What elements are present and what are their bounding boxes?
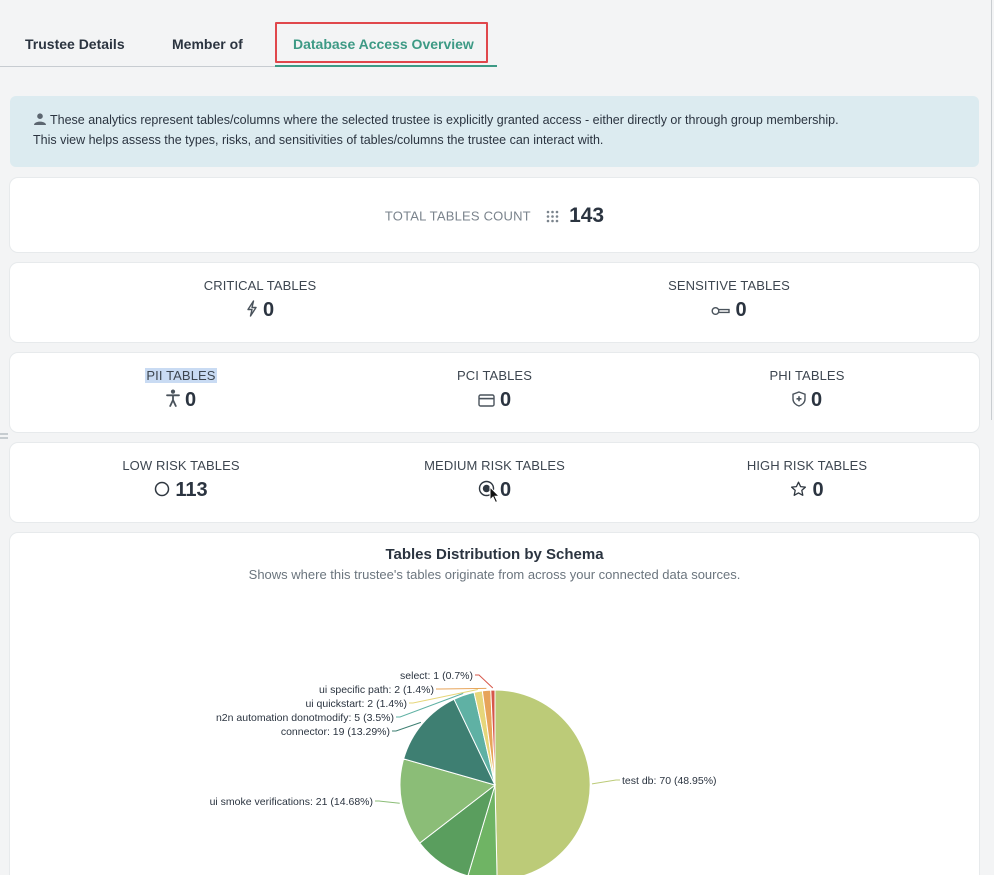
- phi-tables-label: PHI TABLES: [769, 368, 845, 383]
- highlight-box: [275, 22, 488, 63]
- pii-tables-stat: PII TABLES 0: [10, 353, 352, 432]
- high-risk-tables-label: HIGH RISK TABLES: [746, 458, 868, 473]
- key-icon: [711, 307, 731, 315]
- user-icon: [34, 113, 46, 125]
- phi-tables-stat: PHI TABLES 0: [647, 353, 967, 432]
- high-risk-tables-value: 0: [812, 479, 824, 502]
- pii-tables-value: 0: [184, 389, 197, 412]
- total-tables-value: 143: [569, 204, 605, 227]
- star-icon: [791, 481, 807, 496]
- tab-divider: [0, 66, 275, 67]
- pie-data-label: select: 1 (0.7%): [400, 670, 473, 682]
- high-risk-tables-stat: HIGH RISK TABLES 0: [647, 443, 967, 522]
- sensitive-tables-value: 0: [735, 299, 747, 322]
- chart-subtitle: Shows where this trustee's tables origin…: [248, 567, 741, 582]
- pie-data-label: ui specific path: 2 (1.4%): [319, 684, 434, 696]
- pie-chart: test db: 70 (48.95%) ui smoke verificatio…: [210, 670, 717, 875]
- pie-data-label: ui quickstart: 2 (1.4%): [305, 698, 407, 710]
- pie-slice-connector[interactable]: [403, 698, 496, 786]
- critical-tables-stat: CRITICAL TABLES 0: [10, 263, 510, 342]
- tab-member-of[interactable]: Member of: [172, 36, 243, 52]
- label-leader-line: [475, 674, 494, 689]
- pie-data-label: ui smoke verifications: 21 (14.68%): [210, 796, 373, 808]
- pie-data-label: connector: 19 (13.29%): [281, 726, 390, 738]
- banner-line-2: This view helps assess the types, risks,…: [33, 133, 604, 147]
- label-leader-line: [436, 687, 487, 690]
- chart-title: Tables Distribution by Schema: [385, 546, 604, 563]
- tab-database-access-overview[interactable]: Database Access Overview: [293, 36, 474, 52]
- critical-tables-value: 0: [262, 299, 275, 322]
- medium-risk-tables-value: 0: [499, 479, 512, 502]
- panel-edge: [991, 0, 992, 420]
- low-risk-tables-stat: LOW RISK TABLES 113: [10, 443, 352, 522]
- label-leader-line: [409, 689, 478, 704]
- tab-active-indicator: [275, 65, 497, 67]
- critical-tables-label: CRITICAL TABLES: [203, 278, 317, 293]
- low-risk-tables-value: 113: [175, 479, 208, 502]
- shield-icon: [792, 391, 806, 407]
- info-banner: These analytics represent tables/columns…: [10, 96, 979, 167]
- target-icon: [478, 480, 495, 497]
- pie-slice-ui-smoke-verifications[interactable]: [399, 758, 497, 844]
- criticality-card: CRITICAL TABLES 0 SENSITIVE TABLES 0: [10, 263, 979, 342]
- pie-data-label: test db: 70 (48.95%): [622, 775, 717, 787]
- pie-slice-select[interactable]: [490, 689, 496, 786]
- compliance-card: PII TABLES 0 PCI TABLES 0 PHI TABLES 0: [10, 353, 979, 432]
- label-leader-line: [392, 721, 422, 732]
- total-tables-label: TOTAL TABLES COUNT: [384, 208, 531, 224]
- medium-risk-tables-stat: MEDIUM RISK TABLES 0: [342, 443, 647, 522]
- pci-tables-label: PCI TABLES: [457, 368, 532, 383]
- risk-card: LOW RISK TABLES 113 MEDIUM RISK TABLES 0…: [10, 443, 979, 522]
- schema-distribution-card: Tables Distribution by Schema Shows wher…: [10, 533, 979, 875]
- person-icon: [166, 389, 180, 407]
- bolt-icon: [247, 300, 257, 317]
- phi-tables-value: 0: [810, 389, 823, 412]
- total-tables-card: TOTAL TABLES COUNT 143: [10, 178, 979, 252]
- grid-icon: [547, 210, 559, 222]
- pci-tables-stat: PCI TABLES 0: [342, 353, 647, 432]
- sensitive-tables-label: SENSITIVE TABLES: [668, 278, 790, 293]
- label-leader-line: [375, 800, 400, 804]
- label-leader-line: [591, 779, 620, 785]
- resize-handle-icon[interactable]: [0, 433, 8, 439]
- tab-bar: Trustee Details Member of Database Acces…: [0, 0, 994, 70]
- credit-card-icon: [478, 394, 495, 407]
- label-leader-line: [396, 692, 464, 718]
- pie-slice-test-db[interactable]: [494, 689, 591, 875]
- pii-tables-label: PII TABLES: [145, 368, 217, 383]
- mouse-cursor-icon: [489, 486, 501, 504]
- banner-line-1: These analytics represent tables/columns…: [50, 113, 839, 127]
- pci-tables-value: 0: [499, 389, 512, 412]
- pie-data-label: n2n automation donotmodify: 5 (3.5%): [216, 712, 394, 724]
- low-risk-tables-label: LOW RISK TABLES: [122, 458, 240, 473]
- sensitive-tables-stat: SENSITIVE TABLES 0: [479, 263, 979, 342]
- tab-trustee-details[interactable]: Trustee Details: [25, 36, 125, 52]
- medium-risk-tables-label: MEDIUM RISK TABLES: [424, 458, 565, 473]
- circle-icon: [155, 481, 170, 497]
